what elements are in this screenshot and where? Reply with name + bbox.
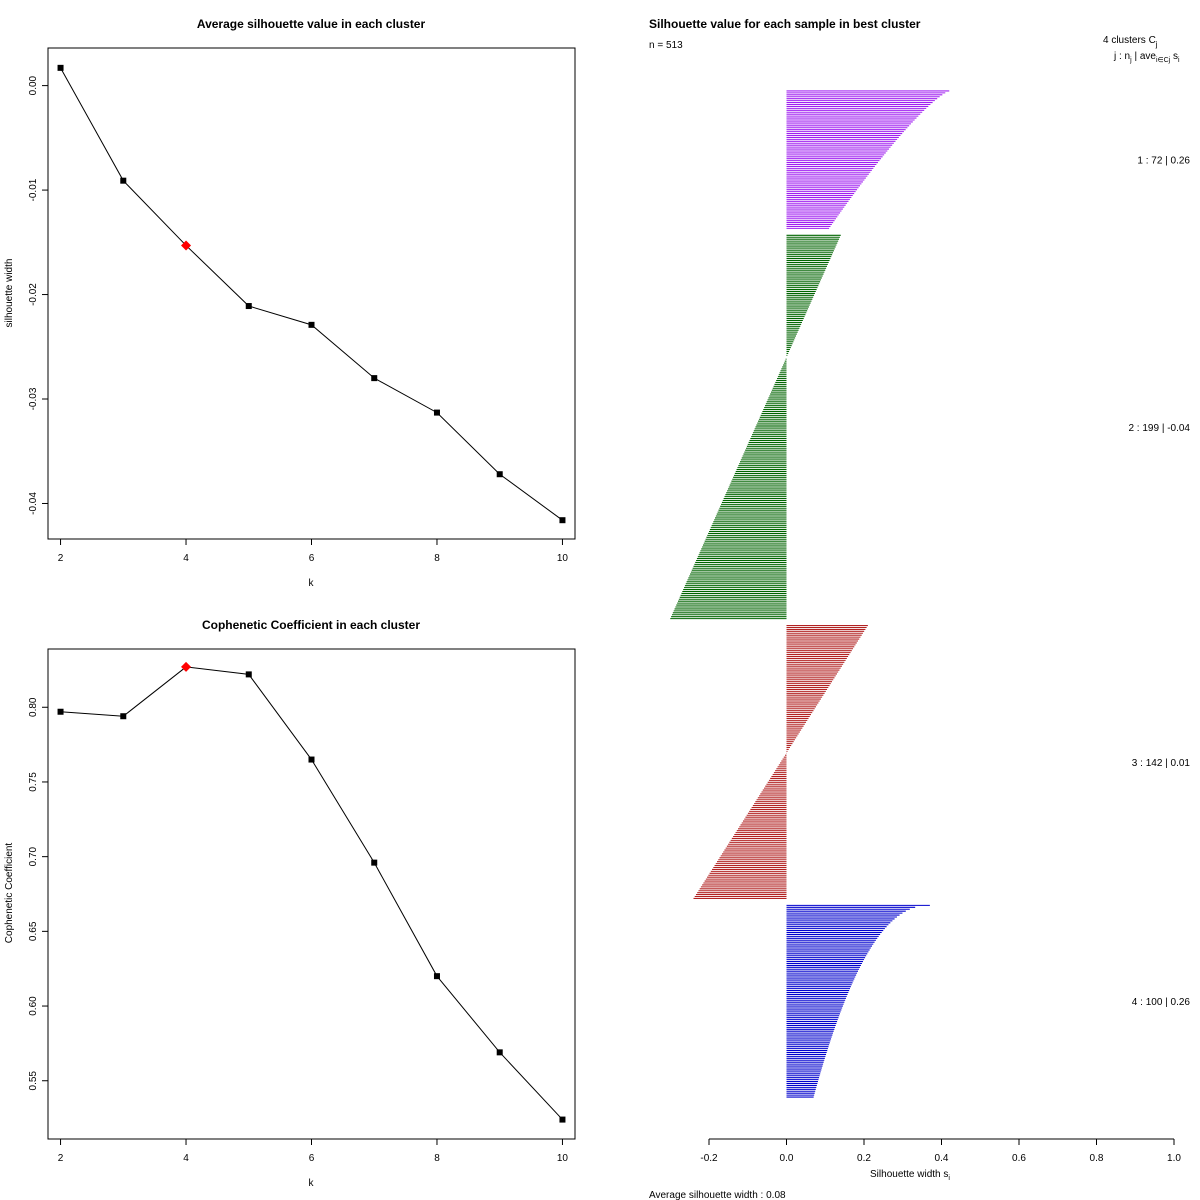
x-tick-label: 1.0	[1167, 1153, 1181, 1164]
data-point	[245, 303, 252, 310]
legend-header-rest: | ave	[1132, 51, 1157, 62]
x-tick-label: 6	[309, 553, 315, 564]
y-tick-label: 0.70	[28, 846, 39, 866]
legend-header-end-sub: i	[1178, 57, 1180, 64]
y-tick-label: 0.60	[28, 996, 39, 1016]
data-point	[433, 409, 440, 416]
chart3-footer: Average silhouette width : 0.08	[649, 1190, 786, 1200]
cophenetic-line-chart: Cophenetic Coefficient in each cluster 2…	[4, 618, 576, 1189]
y-tick-label: -0.04	[28, 492, 39, 515]
y-tick-label: 0.55	[28, 1071, 39, 1091]
legend-header-text: j : n	[1113, 51, 1130, 62]
legend-header-sub-j: j	[1129, 57, 1132, 64]
chart2-title: Cophenetic Coefficient in each cluster	[202, 618, 420, 632]
legend-title-sub: j	[1155, 40, 1158, 49]
x-tick-label: 6	[309, 1153, 315, 1164]
data-point	[120, 177, 127, 184]
x-tick-label: 4	[183, 553, 189, 564]
y-tick-label: 0.75	[28, 772, 39, 792]
legend-header-sub: i∈Cj	[1156, 57, 1171, 64]
silhouette-bar-plot: Silhouette value for each sample in best…	[649, 17, 1190, 1200]
x-tick-label: 10	[557, 1153, 569, 1164]
data-point	[559, 1116, 566, 1123]
chart1-title: Average silhouette value in each cluster	[197, 17, 426, 31]
data-point	[57, 64, 64, 71]
data-point	[57, 708, 64, 715]
cluster-label: 2 : 199 | -0.04	[1128, 423, 1190, 434]
chart2-xlabel: k	[309, 1178, 315, 1189]
y-tick-label: 0.00	[28, 75, 39, 95]
x-tick-label: 2	[58, 1153, 64, 1164]
chart3-n-label: n = 513	[649, 40, 683, 51]
series-line	[60, 666, 563, 1120]
chart2-frame	[47, 648, 576, 1140]
x-tick-label: 0.0	[780, 1153, 794, 1164]
y-tick-label: -0.02	[28, 283, 39, 306]
chart1-frame	[47, 47, 576, 540]
data-point	[496, 1049, 503, 1056]
legend-header-end: s	[1170, 51, 1178, 62]
data-point	[245, 671, 252, 678]
legend-title-text: 4 clusters C	[1103, 35, 1156, 46]
y-tick-label: 0.65	[28, 921, 39, 941]
y-tick-label: 0.80	[28, 697, 39, 717]
x-tick-label: -0.2	[700, 1153, 718, 1164]
chart2-ylabel: Cophenetic Coefficient	[4, 843, 15, 944]
x-tick-label: 0.8	[1090, 1153, 1104, 1164]
best-k-point	[181, 661, 192, 672]
data-point	[433, 973, 440, 980]
x-tick-label: 8	[434, 1153, 440, 1164]
chart3-title: Silhouette value for each sample in best…	[649, 17, 921, 31]
silhouette-line-chart: Average silhouette value in each cluster…	[4, 17, 576, 589]
x-tick-label: 8	[434, 553, 440, 564]
cluster-label: 1 : 72 | 0.26	[1137, 156, 1190, 167]
chart1-xlabel: k	[309, 578, 315, 589]
chart1-ylabel: silhouette width	[4, 259, 15, 328]
legend-title: 4 clusters Cj	[1103, 35, 1158, 49]
legend-header: j : nj | avei∈Cj si	[1113, 51, 1180, 64]
chart3-xlabel-sub: i	[948, 1175, 950, 1182]
data-point	[371, 859, 378, 866]
x-tick-label: 0.6	[1012, 1153, 1026, 1164]
data-point	[559, 517, 566, 524]
series-line	[60, 67, 563, 521]
x-tick-label: 10	[557, 553, 569, 564]
data-point	[308, 321, 315, 328]
x-tick-label: 0.2	[857, 1153, 871, 1164]
data-point	[120, 713, 127, 720]
x-tick-label: 0.4	[935, 1153, 949, 1164]
cluster-label: 3 : 142 | 0.01	[1132, 758, 1191, 769]
best-k-point	[181, 240, 192, 251]
data-point	[308, 756, 315, 763]
y-tick-label: -0.01	[28, 178, 39, 201]
x-tick-label: 4	[183, 1153, 189, 1164]
data-point	[496, 471, 503, 478]
data-point	[371, 375, 378, 382]
chart3-xlabel-text: Silhouette width s	[870, 1169, 948, 1180]
x-tick-label: 2	[58, 553, 64, 564]
chart3-xlabel: Silhouette width si	[870, 1169, 950, 1182]
y-tick-label: -0.03	[28, 387, 39, 410]
cluster-label: 4 : 100 | 0.26	[1132, 997, 1191, 1008]
